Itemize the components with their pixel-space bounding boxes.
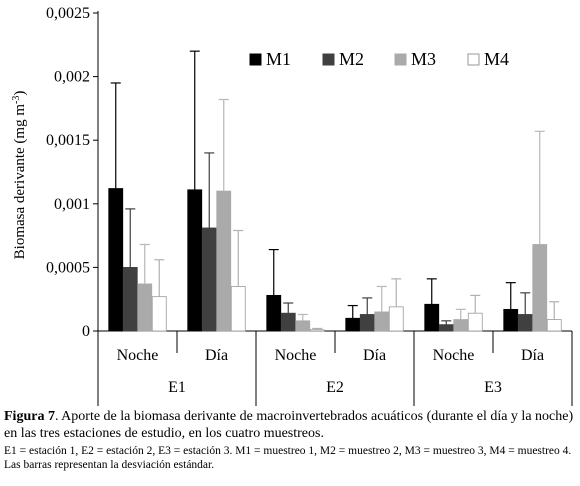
bar-m1 [266,294,282,332]
caption-note: E1 = estación 1, E2 = estación 2, E3 = e… [4,445,572,471]
period-label: Día [363,347,386,364]
bar-m4 [309,329,325,332]
biomass-chart: Biomasa derivante (mg m-3) 00,00050,0010… [11,5,573,406]
bar-m1 [503,308,519,332]
y-axis-label: Biomasa derivante (mg m-3) [11,91,28,260]
legend-label-m1: M1 [266,49,291,69]
legend-swatch-m4 [467,53,480,66]
bar-m3 [295,320,311,332]
bar-m2 [517,314,533,332]
bar-m3 [216,190,232,332]
period-label: Noche [433,347,475,364]
period-label: Día [205,347,228,364]
bar-m2 [438,324,454,332]
plot-area: 0 0,0005 0,001 0,0015 0,002 0,0025 Noche Día E1 N… [46,5,573,406]
caption-main: Figura 7. Aporte de la biomasa derivante… [4,408,576,442]
period-label: Noche [117,347,159,364]
bar-m2 [359,314,375,332]
legend-label-m3: M3 [411,49,436,69]
station-label: E3 [484,379,502,396]
bar-m1 [187,189,203,332]
bar-m3 [374,311,390,332]
period-label: Noche [275,347,317,364]
bar-m1 [108,188,124,332]
bar-m4 [388,306,404,332]
bar-m1 [345,317,361,332]
y-tick-label: 0,002 [54,69,90,86]
y-tick-label: 0,0025 [46,5,90,22]
legend-swatch-m1 [249,53,262,66]
bar-m3 [532,244,548,332]
caption-text: . Aporte de la biomasa derivante de macr… [4,409,574,441]
figure-caption: Figura 7. Aporte de la biomasa derivante… [4,408,576,472]
y-tick-label: 0 [82,323,90,340]
legend-swatch-m2 [322,53,335,66]
station-label: E1 [168,379,186,396]
legend-label-m4: M4 [484,49,509,69]
bar-m4 [467,312,483,332]
bar-m2 [280,312,296,332]
legend-swatch-m3 [394,53,407,66]
y-tick-label: 0,0005 [46,259,90,276]
bar-m3 [137,283,153,332]
bar-m2 [201,227,217,332]
caption-label: Figura 7 [4,409,55,424]
bar-m3 [453,319,469,332]
bar-m4 [546,319,562,332]
period-label: Día [521,347,544,364]
bar-m4 [230,286,246,332]
y-tick-label: 0,001 [54,196,90,213]
bar-m2 [122,266,138,332]
station-label: E2 [326,379,344,396]
y-tick-label: 0,0015 [46,132,90,149]
bar-m1 [424,303,440,332]
legend-label-m2: M2 [339,49,364,69]
bar-m4 [151,296,167,332]
